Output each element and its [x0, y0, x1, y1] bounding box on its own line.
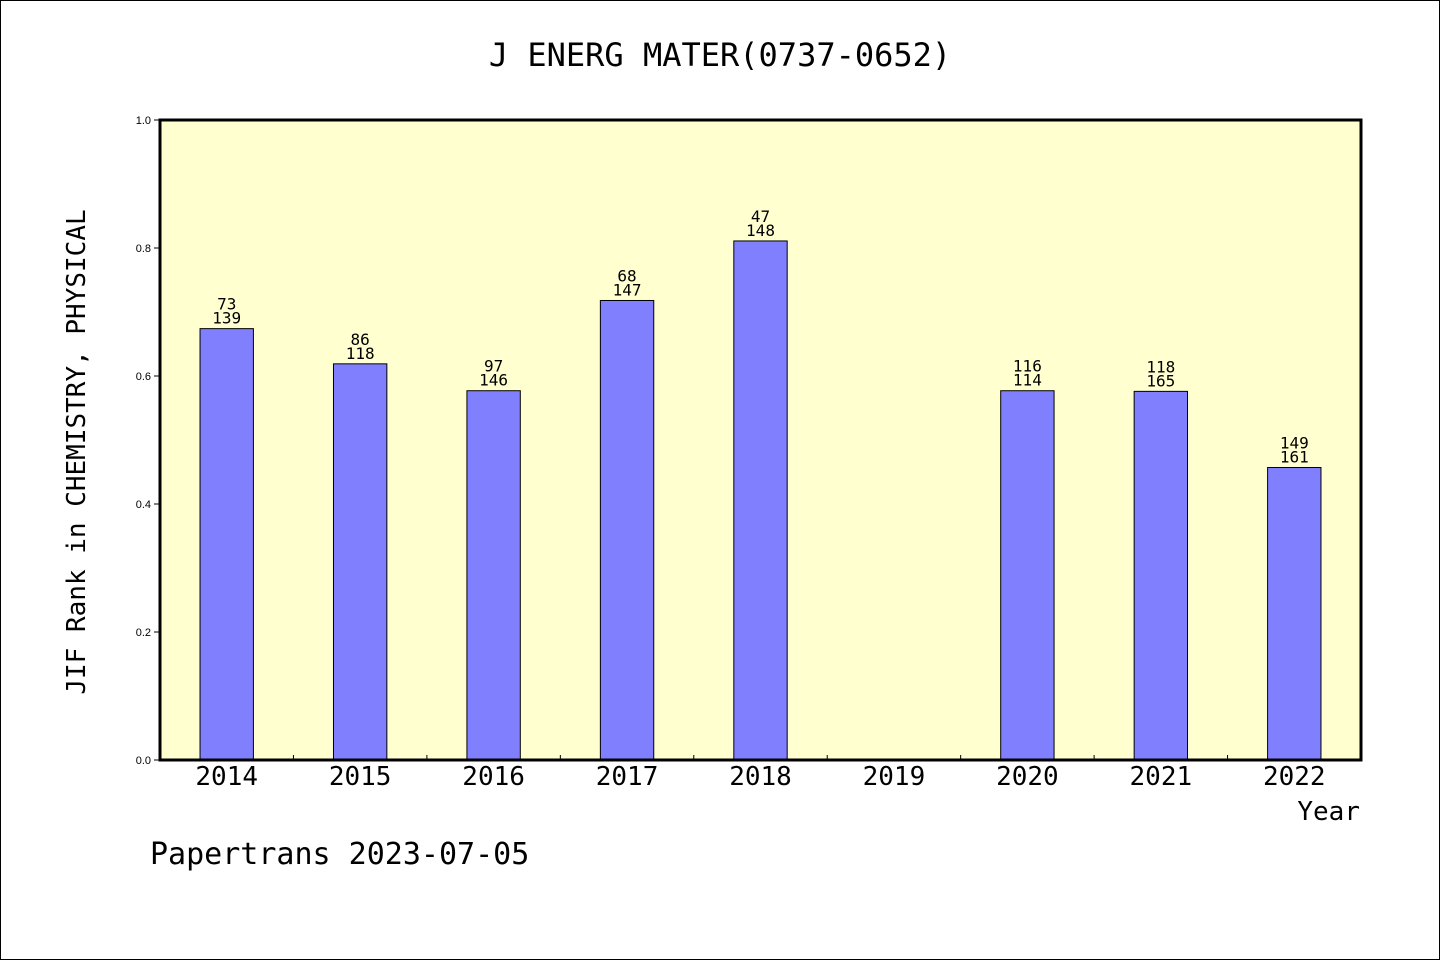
bar [599, 299, 655, 761]
data-label-total: 146 [479, 371, 508, 390]
data-label-total: 139 [212, 309, 241, 328]
data-label-total: 114 [1013, 371, 1042, 390]
y-tick-label: 0.8 [136, 243, 151, 255]
data-label-rank: 86 [351, 330, 370, 349]
bar [466, 390, 521, 761]
x-tick-label: 2022 [1263, 762, 1326, 792]
plot-border [158, 118, 1363, 762]
y-tick-label: 0.6 [136, 371, 151, 383]
bars: 7313986118971466814747148116114118165149… [199, 207, 1322, 761]
x-axis-title: Year [1297, 797, 1360, 827]
data-label-total: 165 [1146, 371, 1175, 390]
data-label-total: 148 [746, 221, 775, 240]
y-tick-label: 0.0 [136, 755, 151, 767]
data-label-total: 118 [346, 344, 375, 363]
bar [1267, 467, 1322, 761]
x-tick-label: 2015 [329, 762, 392, 792]
data-label-rank: 118 [1146, 357, 1175, 376]
x-tick-label: 2014 [195, 762, 258, 792]
y-tick-label: 0.2 [136, 627, 151, 639]
y-tick-label: 1.0 [136, 115, 151, 127]
data-label-rank: 47 [751, 207, 770, 226]
data-label-rank: 97 [484, 357, 503, 376]
data-label-rank: 116 [1013, 357, 1042, 376]
y-axis-title: JIF Rank in CHEMISTRY, PHYSICAL [62, 209, 92, 694]
bar [1000, 390, 1055, 761]
data-label-rank: 73 [217, 295, 236, 314]
x-tick-label: 2021 [1130, 762, 1193, 792]
bar [1133, 390, 1189, 761]
data-label-total: 161 [1280, 448, 1309, 467]
data-label-total: 147 [613, 280, 642, 299]
x-tick-label: 2017 [596, 762, 659, 792]
chart-title: J ENERG MATER(0737-0652) [489, 36, 951, 74]
x-tick-label: 2019 [863, 762, 926, 792]
footer-watermark: Papertrans 2023-07-05 [150, 837, 529, 872]
bar [332, 363, 388, 761]
x-tick-label: 2018 [729, 762, 792, 792]
y-tick-label: 0.4 [136, 499, 151, 511]
data-label-rank: 149 [1280, 434, 1309, 453]
y-axis: 0.0 0.2 0.4 0.6 0.8 1.0 [136, 115, 160, 767]
x-tick-label: 2016 [462, 762, 525, 792]
x-axis: 2014 2015 2016 2017 2018 2019 2020 2021 2022 [195, 755, 1326, 792]
data-label-rank: 68 [617, 266, 636, 285]
bar [199, 328, 254, 761]
x-tick-label: 2020 [996, 762, 1059, 792]
bar [733, 240, 788, 761]
